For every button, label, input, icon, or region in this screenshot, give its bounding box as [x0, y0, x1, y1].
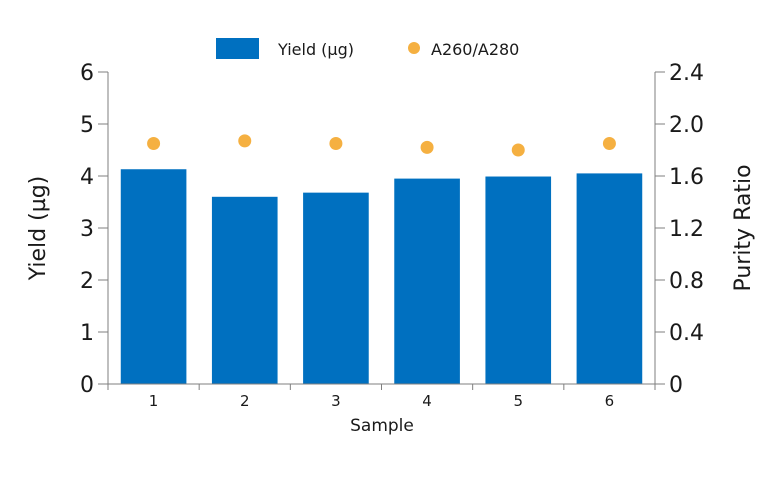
y2-tick-label: 2.0	[669, 113, 704, 138]
y-tick-label: 4	[80, 165, 94, 190]
y2-tick-label: 0	[669, 373, 683, 398]
y2-tick-label: 1.6	[669, 165, 704, 190]
axes: 0 1 2 3 4 5 6 0 0.4 0.8 1.2 1.6 2.0 2.4 1 2 3 4 5 6	[80, 61, 704, 410]
y-tick-label: 5	[80, 113, 94, 138]
y2-tick-label: 0.4	[669, 321, 704, 346]
y-tick-label: 6	[80, 61, 94, 86]
bar-series-yield	[120, 169, 643, 384]
y-axis-title: Yield (µg)	[26, 176, 51, 282]
bar-sample-1	[120, 169, 187, 384]
x-tick-label: 6	[605, 392, 615, 410]
x-tick-label: 4	[422, 392, 432, 410]
x-tick-label: 2	[240, 392, 250, 410]
legend: Yield (µg) A260/A280	[216, 38, 519, 59]
point-sample-3	[329, 137, 343, 150]
y-tick-label: 2	[80, 269, 94, 294]
scatter-series-purity	[147, 134, 616, 157]
legend-swatch-yield	[216, 38, 259, 59]
y2-tick-label: 0.8	[669, 269, 704, 294]
y2-axis-title: Purity Ratio	[731, 164, 756, 291]
x-axis-title: Sample	[350, 416, 414, 436]
y-tick-label: 0	[80, 373, 94, 398]
y-tick-label: 1	[80, 321, 94, 346]
bar-sample-5	[485, 176, 552, 384]
point-sample-1	[147, 137, 161, 150]
point-sample-6	[602, 137, 616, 150]
point-sample-5	[511, 143, 525, 157]
y-tick-label: 3	[80, 217, 94, 242]
legend-swatch-purity	[408, 42, 420, 54]
legend-label-purity: A260/A280	[431, 40, 519, 59]
point-sample-4	[420, 140, 434, 154]
x-tick-label: 1	[149, 392, 159, 410]
y2-tick-label: 1.2	[669, 217, 704, 242]
bar-sample-2	[211, 196, 278, 384]
bar-sample-3	[303, 192, 369, 384]
bar-sample-6	[576, 173, 643, 384]
legend-label-yield: Yield (µg)	[277, 40, 354, 59]
x-tick-label: 5	[513, 392, 523, 410]
y2-tick-label: 2.4	[669, 61, 704, 86]
bar-sample-4	[394, 178, 460, 384]
point-sample-2	[238, 134, 252, 148]
x-tick-label: 3	[331, 392, 341, 410]
